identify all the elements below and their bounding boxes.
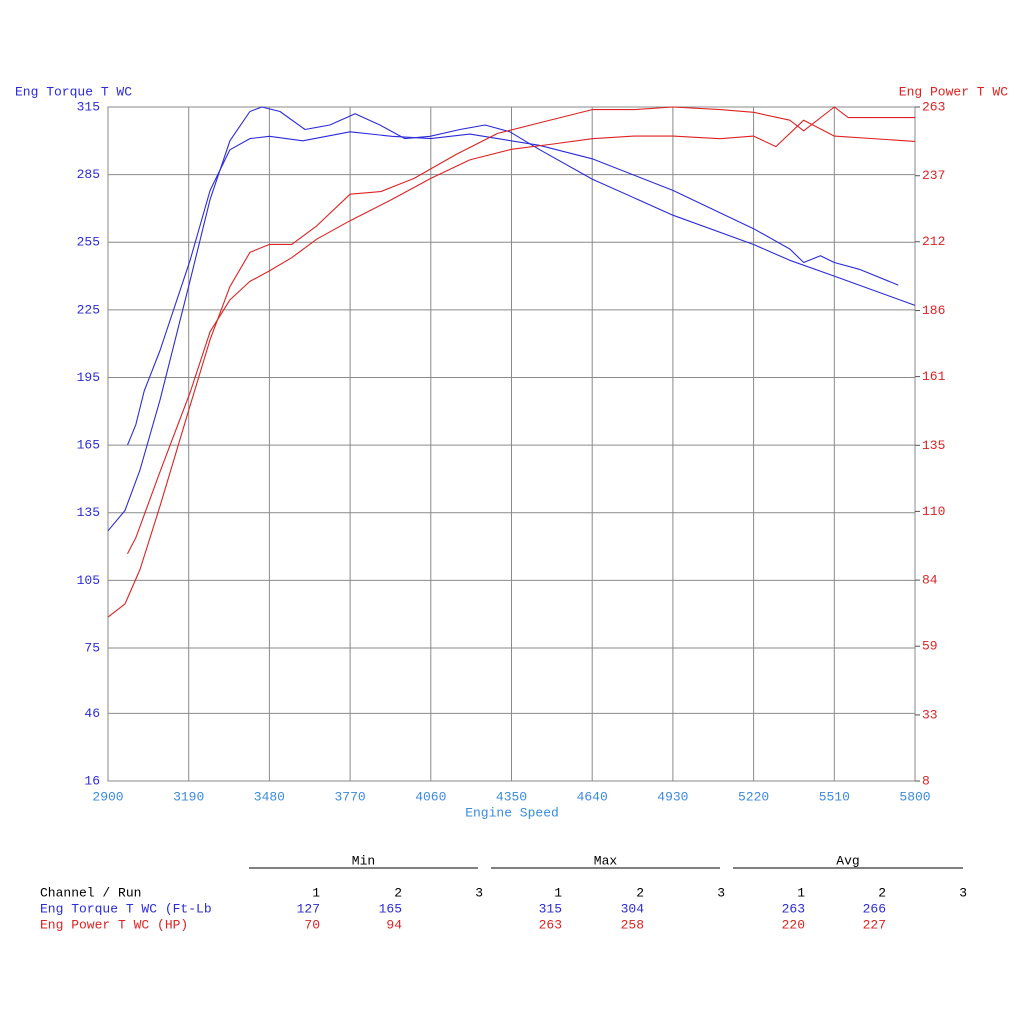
x-tick-label: 3770 xyxy=(334,789,365,804)
y-tick-label: 105 xyxy=(77,573,100,588)
x-tick-label: 4350 xyxy=(496,789,527,804)
x-tick-label: 4060 xyxy=(415,789,446,804)
table-run-label: 2 xyxy=(878,885,886,900)
y-tick-label: 75 xyxy=(84,640,100,655)
x-tick-label: 5800 xyxy=(899,789,930,804)
y2-tick-label: 84 xyxy=(922,573,938,588)
y-tick-label: 255 xyxy=(77,235,100,250)
table-cell: 263 xyxy=(539,917,562,932)
line-series xyxy=(107,106,916,532)
y2-tick-label: 263 xyxy=(922,99,945,114)
table-run-label: 3 xyxy=(717,885,725,900)
table-cell: 127 xyxy=(297,901,320,916)
y-tick-label: 135 xyxy=(77,505,100,520)
table-cell: 220 xyxy=(782,917,805,932)
table-cell: 70 xyxy=(304,917,320,932)
table-cell: 266 xyxy=(863,901,886,916)
x-tick-label: 4640 xyxy=(577,789,608,804)
line-series xyxy=(126,131,899,446)
table-group-title: Max xyxy=(594,853,618,868)
table-row-label: Eng Power T WC (HP) xyxy=(40,917,188,932)
table-run-label: 2 xyxy=(394,885,402,900)
table-cell: 94 xyxy=(386,917,402,932)
x-tick-label: 4930 xyxy=(657,789,688,804)
table-row-label: Eng Torque T WC (Ft-Lb xyxy=(40,901,212,916)
y2-tick-label: 186 xyxy=(922,303,945,318)
y-tick-label: 195 xyxy=(77,370,100,385)
y2-tick-label: 135 xyxy=(922,438,945,453)
table-cell: 263 xyxy=(782,901,805,916)
y2-tick-label: 161 xyxy=(922,369,946,384)
table-run-label: 1 xyxy=(312,885,320,900)
x-tick-label: 5510 xyxy=(819,789,850,804)
x-tick-label: 3480 xyxy=(254,789,285,804)
table-group-title: Avg xyxy=(836,853,859,868)
y2-tick-label: 237 xyxy=(922,168,945,183)
y-tick-label: 225 xyxy=(77,302,100,317)
y-axis-title: Eng Torque T WC xyxy=(15,84,132,99)
y-tick-label: 165 xyxy=(77,438,100,453)
y-tick-label: 285 xyxy=(77,167,100,182)
table-header: Channel / Run xyxy=(40,885,141,900)
y2-tick-label: 33 xyxy=(922,707,938,722)
x-tick-label: 5220 xyxy=(738,789,769,804)
table-run-label: 3 xyxy=(475,885,483,900)
table-cell: 258 xyxy=(621,917,644,932)
table-run-label: 2 xyxy=(636,885,644,900)
table-cell: 304 xyxy=(621,901,645,916)
x-axis-title: Engine Speed xyxy=(465,805,559,820)
y2-axis-title: Eng Power T WC xyxy=(899,84,1008,99)
y2-tick-label: 8 xyxy=(922,773,930,788)
table-cell: 165 xyxy=(379,901,402,916)
x-tick-label: 3190 xyxy=(173,789,204,804)
y-tick-label: 16 xyxy=(84,773,100,788)
table-run-label: 1 xyxy=(797,885,805,900)
table-run-label: 3 xyxy=(959,885,967,900)
y2-tick-label: 59 xyxy=(922,639,938,654)
table-cell: 315 xyxy=(539,901,562,916)
line-series xyxy=(107,106,915,618)
y-tick-label: 46 xyxy=(84,706,100,721)
y2-tick-label: 110 xyxy=(922,504,945,519)
x-tick-label: 2900 xyxy=(92,789,123,804)
line-series xyxy=(127,119,916,554)
table-group-title: Min xyxy=(352,853,375,868)
y-tick-label: 315 xyxy=(77,99,100,114)
table-run-label: 1 xyxy=(554,885,562,900)
y2-tick-label: 212 xyxy=(922,234,945,249)
table-cell: 227 xyxy=(863,917,886,932)
